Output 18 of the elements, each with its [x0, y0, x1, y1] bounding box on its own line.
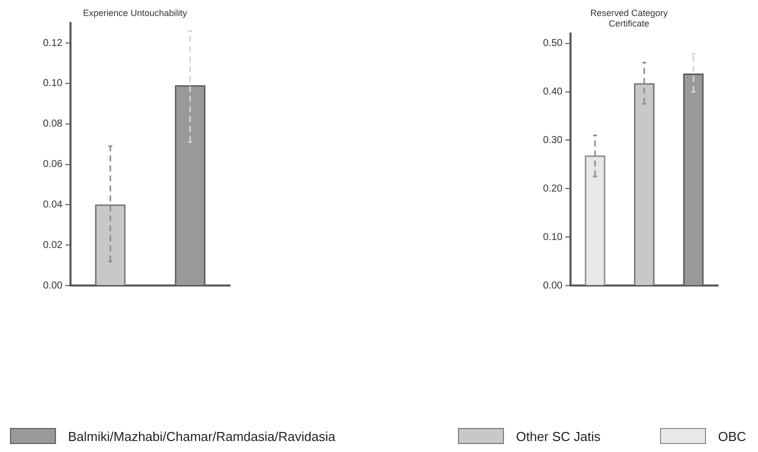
y-tick-label: 0.20 [542, 183, 563, 194]
chart-title: Reserved Category Certificate [590, 8, 668, 29]
legend-label: Other SC Jatis [516, 428, 601, 444]
y-tick-label: 0.10 [42, 78, 63, 90]
chart-title: Experience Untouchability [82, 8, 188, 18]
y-tick-label: 0.08 [42, 118, 63, 130]
legend-label: Balmiki/Mazhabi/Chamar/Ramdasia/Ravidasia [68, 428, 336, 444]
y-tick-label: 0.04 [42, 199, 63, 210]
y-tick-label: 0.06 [42, 159, 63, 170]
y-tick-label: 0.30 [542, 134, 563, 146]
y-tick-label: 0.40 [542, 86, 563, 98]
legend-label: OBC [718, 428, 746, 444]
y-tick-label: 0.10 [542, 232, 563, 243]
y-tick-label: 0.00 [42, 280, 63, 292]
y-tick-label: 0.50 [542, 38, 563, 50]
y-tick-label: 0.12 [42, 38, 63, 49]
y-tick-label: 0.02 [42, 240, 63, 251]
y-tick-label: 0.00 [542, 280, 563, 292]
